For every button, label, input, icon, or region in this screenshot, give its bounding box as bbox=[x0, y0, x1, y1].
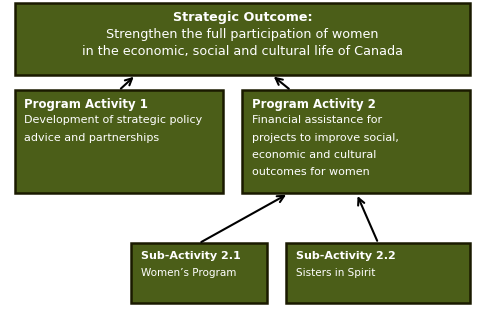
Text: in the economic, social and cultural life of Canada: in the economic, social and cultural lif… bbox=[82, 45, 402, 58]
Text: projects to improve social,: projects to improve social, bbox=[252, 133, 398, 143]
Text: outcomes for women: outcomes for women bbox=[252, 167, 369, 177]
Text: Sub-Activity 2.1: Sub-Activity 2.1 bbox=[140, 251, 240, 261]
Text: Women’s Program: Women’s Program bbox=[140, 268, 236, 278]
FancyBboxPatch shape bbox=[242, 90, 469, 193]
Text: Strengthen the full participation of women: Strengthen the full participation of wom… bbox=[106, 28, 378, 41]
Text: Strategic Outcome:: Strategic Outcome: bbox=[172, 11, 312, 24]
Text: Sub-Activity 2.2: Sub-Activity 2.2 bbox=[295, 251, 395, 261]
FancyBboxPatch shape bbox=[131, 243, 266, 303]
Text: Sisters in Spirit: Sisters in Spirit bbox=[295, 268, 375, 278]
Text: economic and cultural: economic and cultural bbox=[252, 150, 376, 160]
FancyBboxPatch shape bbox=[286, 243, 469, 303]
FancyBboxPatch shape bbox=[15, 3, 469, 75]
Text: Financial assistance for: Financial assistance for bbox=[252, 115, 381, 125]
FancyBboxPatch shape bbox=[15, 90, 223, 193]
Text: Program Activity 2: Program Activity 2 bbox=[252, 98, 375, 111]
Text: Program Activity 1: Program Activity 1 bbox=[24, 98, 148, 111]
Text: Development of strategic policy: Development of strategic policy bbox=[24, 115, 202, 125]
Text: advice and partnerships: advice and partnerships bbox=[24, 133, 159, 143]
